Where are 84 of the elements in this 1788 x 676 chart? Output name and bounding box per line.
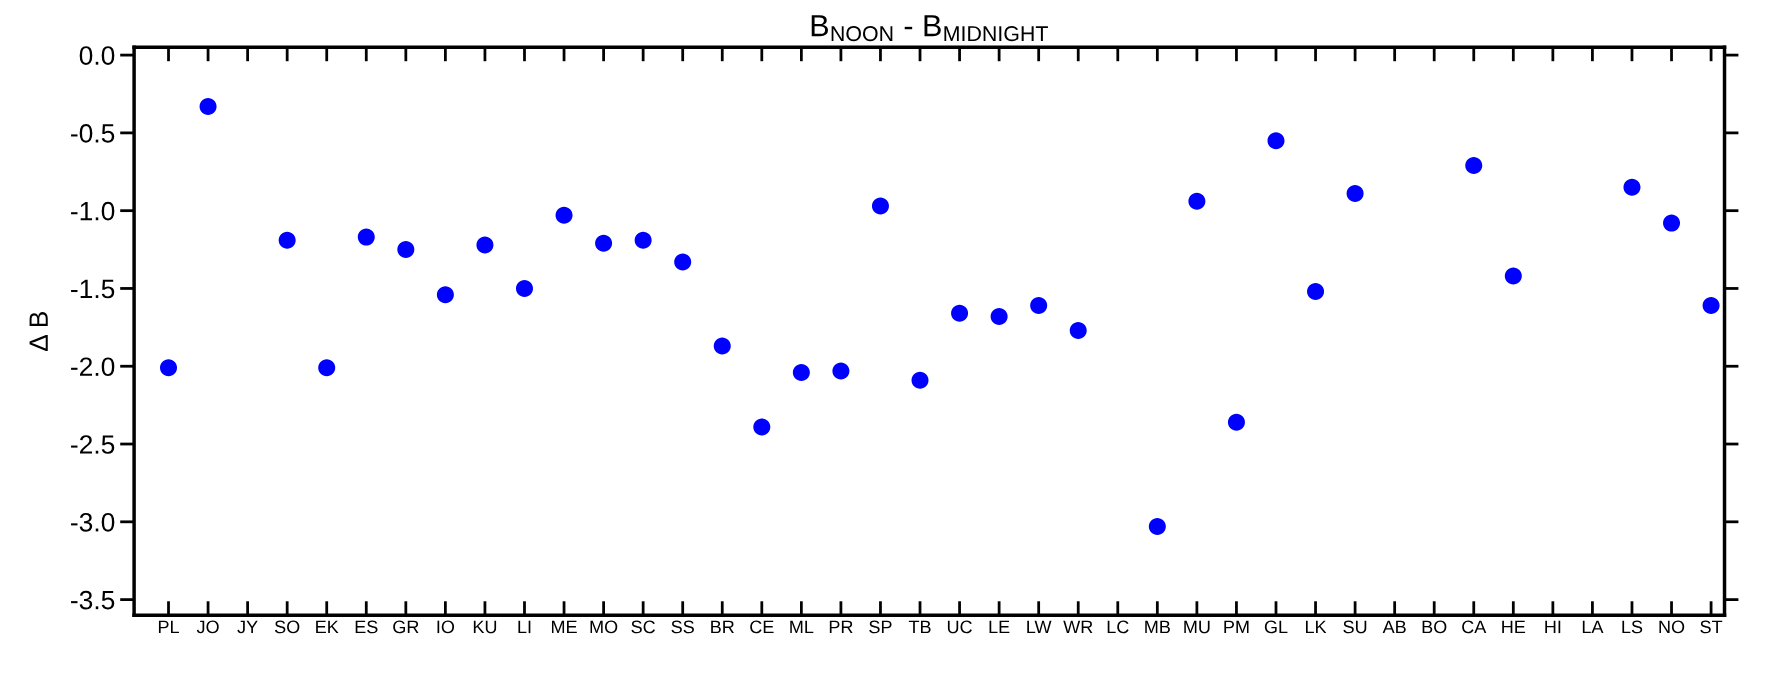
chart-title: B$_{NOON}$ - B$_{MIDNIGHT}$	[811, 15, 1048, 42]
x-tick-label: SC	[631, 620, 655, 634]
y-tick-label: -1.0	[71, 201, 115, 221]
point	[911, 371, 929, 389]
x-tick-label: MO	[590, 620, 618, 634]
point	[990, 307, 1008, 325]
x-tick-label: AB	[1382, 620, 1406, 634]
x-tick-label: HI	[1545, 620, 1561, 634]
y-tick-label: -3.5	[71, 590, 115, 610]
x-tick-label: ST	[1700, 620, 1723, 634]
x-tick-label: PL	[158, 620, 179, 634]
point	[1227, 413, 1245, 431]
point	[1148, 517, 1166, 535]
x-tick-label: MB	[1145, 620, 1170, 634]
y-tick-label: -1.5	[71, 279, 115, 299]
x-tick-label: SU	[1343, 620, 1367, 634]
point	[951, 304, 969, 322]
point	[515, 279, 533, 297]
point	[476, 236, 494, 254]
point	[278, 231, 296, 249]
point	[357, 228, 375, 246]
point	[753, 418, 771, 436]
x-tick-label: NO	[1659, 620, 1685, 634]
point	[792, 363, 810, 381]
x-tick-label: LC	[1107, 620, 1129, 634]
x-tick-label: JY	[237, 620, 258, 634]
point	[634, 231, 652, 249]
point	[1030, 297, 1048, 315]
point	[674, 253, 692, 271]
x-tick-label: LK	[1305, 620, 1327, 634]
point	[1188, 192, 1206, 210]
point	[1267, 132, 1285, 150]
point	[1663, 214, 1681, 232]
x-tick-label: SO	[274, 620, 300, 634]
point	[1702, 297, 1720, 315]
point	[318, 359, 336, 377]
point	[199, 97, 217, 115]
point	[160, 359, 178, 377]
point	[595, 234, 613, 252]
x-tick-label: KU	[473, 620, 497, 634]
x-tick-label: ES	[355, 620, 378, 634]
point	[1307, 283, 1325, 301]
point	[1346, 185, 1364, 203]
x-tick-label: HE	[1502, 620, 1526, 634]
point	[1623, 178, 1641, 196]
x-tick-label: EK	[316, 620, 339, 634]
x-tick-label: UC	[947, 620, 972, 634]
x-tick-label: BR	[711, 620, 734, 634]
x-tick-label: GL	[1264, 620, 1288, 634]
y-tick-label: 0.0	[79, 46, 115, 65]
y-tick-label: -2.5	[71, 435, 115, 454]
point	[1069, 321, 1087, 339]
y-tick-label: -0.5	[71, 124, 115, 143]
x-tick-label: CE	[750, 620, 774, 634]
point	[1465, 157, 1483, 175]
x-tick-label: IO	[437, 620, 455, 634]
point	[397, 241, 415, 259]
x-tick-label: PM	[1224, 620, 1249, 634]
point	[832, 362, 850, 380]
x-tick-label: WR	[1063, 620, 1093, 634]
point	[1504, 267, 1522, 285]
x-tick-label: TB	[908, 620, 931, 634]
x-tick-label: GR	[393, 620, 419, 634]
x-tick-label: ME	[551, 620, 577, 634]
x-tick-label: BO	[1422, 620, 1447, 634]
y-axis-title: Δ B	[29, 312, 48, 352]
x-tick-label: PR	[829, 620, 853, 634]
point	[436, 286, 454, 304]
x-tick-label: LI	[518, 620, 531, 634]
y-tick-label: -2.0	[71, 357, 115, 377]
x-tick-label: ML	[790, 620, 814, 634]
x-tick-label: CA	[1462, 620, 1487, 634]
x-tick-label: MU	[1184, 620, 1210, 634]
x-tick-label: JO	[196, 620, 219, 634]
point	[555, 206, 573, 224]
x-tick-label: LA	[1582, 620, 1604, 634]
y-tick-label: -3.0	[71, 512, 115, 532]
point	[713, 337, 731, 355]
point	[871, 197, 889, 215]
x-tick-label: SS	[671, 620, 694, 634]
x-tick-label: LW	[1027, 620, 1052, 634]
x-tick-label: LE	[989, 620, 1010, 634]
x-tick-label: LS	[1622, 620, 1643, 634]
x-tick-label: SP	[869, 620, 892, 634]
